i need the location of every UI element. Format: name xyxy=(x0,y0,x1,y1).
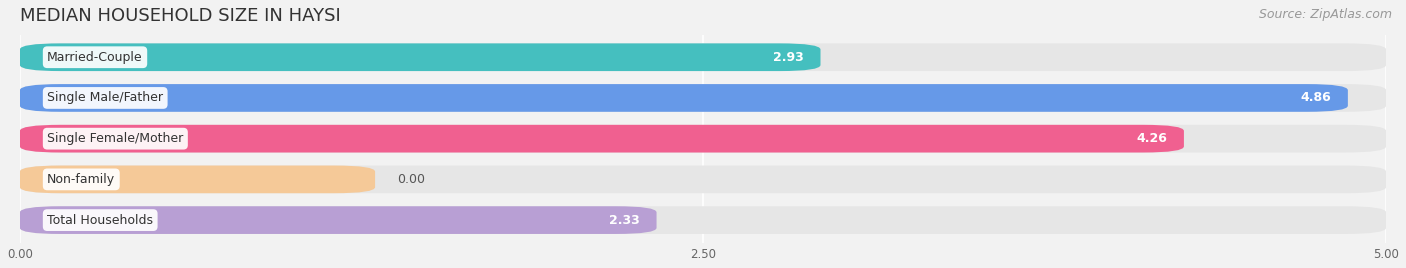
FancyBboxPatch shape xyxy=(20,125,1184,152)
FancyBboxPatch shape xyxy=(20,206,1386,234)
FancyBboxPatch shape xyxy=(20,84,1386,112)
FancyBboxPatch shape xyxy=(20,84,1348,112)
Text: Non-family: Non-family xyxy=(48,173,115,186)
Text: Total Households: Total Households xyxy=(48,214,153,227)
FancyBboxPatch shape xyxy=(20,43,821,71)
Text: Single Female/Mother: Single Female/Mother xyxy=(48,132,183,145)
Text: Married-Couple: Married-Couple xyxy=(48,51,143,64)
Text: 4.86: 4.86 xyxy=(1301,91,1331,105)
Text: 2.93: 2.93 xyxy=(773,51,804,64)
FancyBboxPatch shape xyxy=(20,166,375,193)
Text: 2.33: 2.33 xyxy=(609,214,640,227)
FancyBboxPatch shape xyxy=(20,125,1386,152)
Text: 4.26: 4.26 xyxy=(1136,132,1167,145)
FancyBboxPatch shape xyxy=(20,43,1386,71)
Text: Source: ZipAtlas.com: Source: ZipAtlas.com xyxy=(1258,8,1392,21)
Text: MEDIAN HOUSEHOLD SIZE IN HAYSI: MEDIAN HOUSEHOLD SIZE IN HAYSI xyxy=(20,7,340,25)
Text: Single Male/Father: Single Male/Father xyxy=(48,91,163,105)
Text: 0.00: 0.00 xyxy=(396,173,425,186)
FancyBboxPatch shape xyxy=(20,166,1386,193)
FancyBboxPatch shape xyxy=(20,206,657,234)
